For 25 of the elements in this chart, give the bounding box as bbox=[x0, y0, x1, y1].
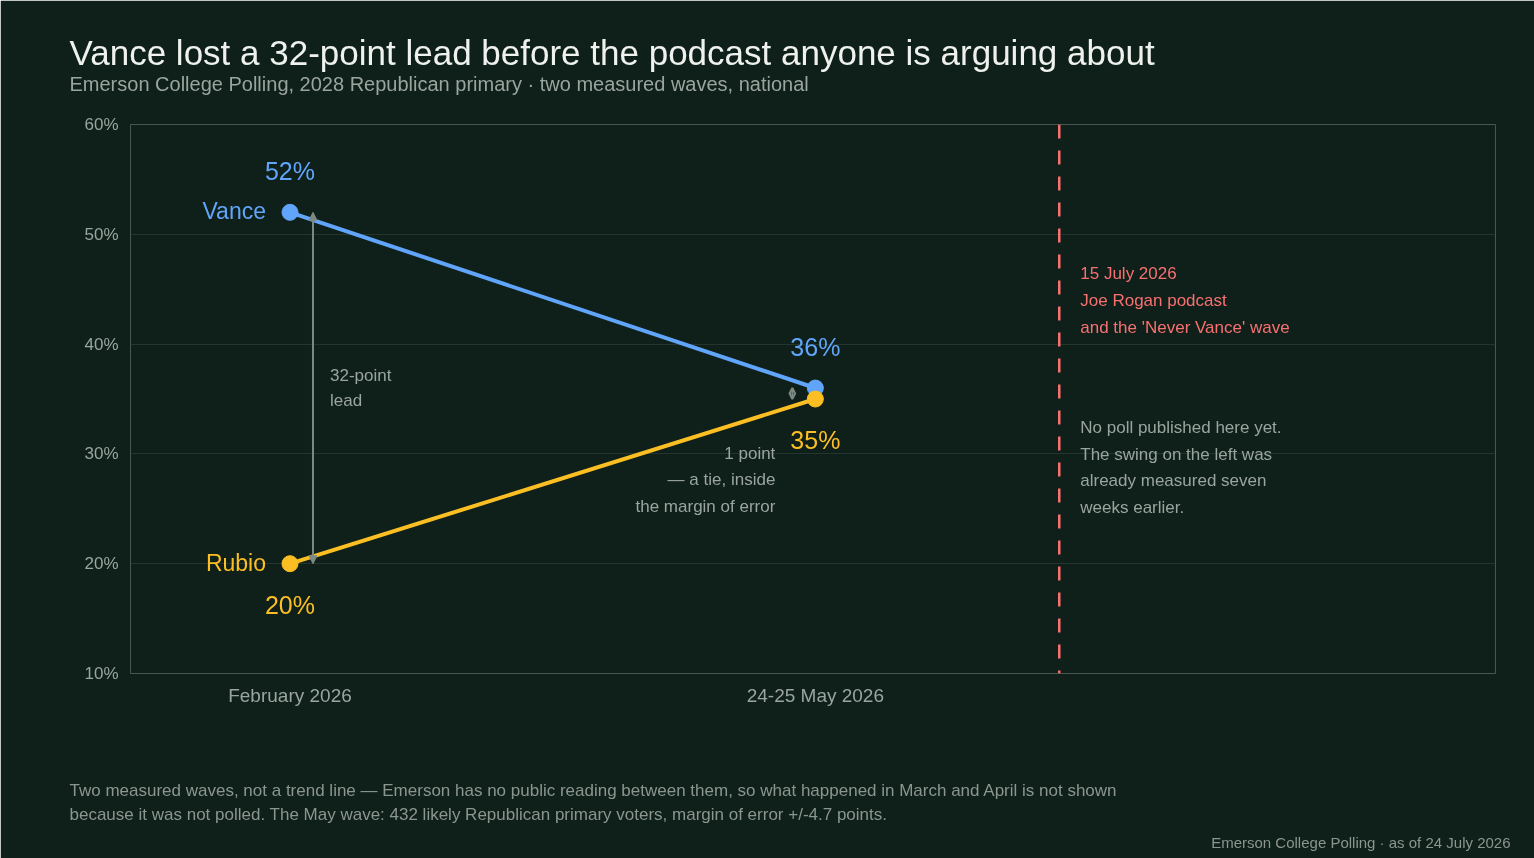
point bbox=[806, 390, 824, 408]
y-tick-label: 50% bbox=[84, 224, 119, 244]
ref-line-label: 15 July 2026 Joe Rogan podcast and the 'Never Vance' wave bbox=[1080, 264, 1290, 337]
x-tick-label: February 2026 bbox=[228, 684, 352, 706]
point bbox=[281, 555, 299, 573]
annotation: 1 point — a tie, inside the margin of error bbox=[635, 443, 776, 516]
chart-subtitle: Emerson College Polling, 2028 Republican primary · two measured waves, national bbox=[69, 72, 809, 95]
annotation: 32-point lead bbox=[329, 365, 392, 411]
y-tick-label: 60% bbox=[84, 115, 119, 134]
text: Two measured waves, not a trend line — Emerson has no public reading between them, so what happened in March and April is not shown because it was not polled. The May wave: 432 likely Republican primary voters, margin of error +/-4.7 points. bbox=[69, 780, 1117, 824]
data-label: 52% bbox=[264, 157, 316, 186]
point bbox=[281, 203, 299, 221]
y-tick-label: 20% bbox=[84, 554, 119, 574]
text: Emerson College Polling · as of 24 July 2026 bbox=[1211, 834, 1511, 852]
y-tick-label: 10% bbox=[84, 664, 119, 683]
y-tick-label: 30% bbox=[84, 444, 119, 464]
data-label: 36% bbox=[790, 333, 841, 362]
annotation: No poll published here yet. The swing on the left was already measured seven weeks earlier. bbox=[1079, 418, 1282, 518]
chart-title: Vance lost a 32-point lead before the podcast anyone is arguing about bbox=[69, 32, 1155, 72]
x-tick-label: 24-25 May 2026 bbox=[746, 684, 885, 706]
series-label: Rubio bbox=[205, 549, 266, 576]
y-tick-label: 40% bbox=[84, 334, 119, 354]
series-label: Vance bbox=[202, 198, 266, 225]
data-label: 20% bbox=[264, 590, 316, 619]
data-label: 35% bbox=[790, 426, 841, 454]
